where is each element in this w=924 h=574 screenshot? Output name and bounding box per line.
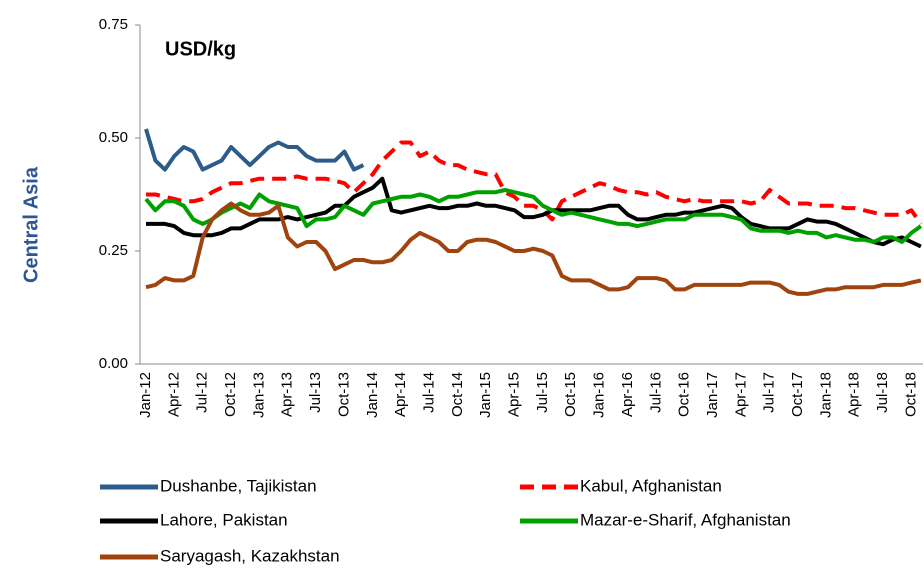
x-tick-label: Oct-17 [789, 372, 806, 417]
legend-label: Lahore, Pakistan [160, 510, 288, 529]
y-tick-label: 0.75 [99, 16, 128, 33]
x-tick-label: Jul-13 [307, 372, 324, 413]
series-line [144, 188, 923, 244]
x-tick-label: Apr-12 [165, 372, 182, 417]
x-tick-label: Apr-18 [846, 372, 863, 417]
x-tick-label: Oct-16 [676, 372, 693, 417]
y-tick-label: 0.25 [99, 242, 128, 259]
x-tick-label: Apr-17 [732, 372, 749, 417]
x-tick-label: Jan-16 [591, 372, 608, 418]
x-tick-label: Apr-15 [506, 372, 523, 417]
legend-label: Dushanbe, Tajikistan [160, 476, 317, 495]
legend-label: Mazar-e-Sharif, Afghanistan [580, 510, 791, 529]
x-tick-label: Jan-14 [364, 372, 381, 418]
x-tick-label: Apr-13 [279, 372, 296, 417]
x-tick-label: Jan-18 [817, 372, 834, 418]
x-tick-label: Oct-18 [902, 372, 919, 417]
x-tick-label: Oct-13 [335, 372, 352, 417]
unit-annotation: USD/kg [165, 38, 236, 60]
x-tick-label: Jul-17 [761, 372, 778, 413]
x-tick-label: Apr-14 [392, 372, 409, 417]
series-line [146, 140, 923, 226]
legend-label: Kabul, Afghanistan [580, 476, 722, 495]
x-tick-label: Oct-15 [562, 372, 579, 417]
x-tick-label: Jul-14 [420, 372, 437, 413]
x-tick-label: Jul-12 [194, 372, 211, 413]
series-line [144, 128, 365, 172]
x-tick-label: Jan-15 [477, 372, 494, 418]
x-tick-label: Jan-17 [704, 372, 721, 418]
series-line [146, 176, 922, 249]
y-tick-label: 0.00 [99, 355, 128, 372]
x-tick-label: Oct-12 [222, 372, 239, 417]
series-line [145, 201, 922, 296]
x-tick-label: Oct-14 [449, 372, 466, 417]
x-tick-label: Jul-16 [647, 372, 664, 413]
x-tick-label: Jul-15 [534, 372, 551, 413]
legend-label: Saryagash, Kazakhstan [160, 546, 340, 565]
x-tick-label: Jul-18 [874, 372, 891, 413]
x-tick-label: Apr-16 [619, 372, 636, 417]
y-axis-label: Central Asia [20, 166, 42, 283]
y-tick-label: 0.50 [99, 129, 128, 146]
x-tick-label: Jan-13 [250, 372, 267, 418]
x-tick-label: Jan-12 [137, 372, 154, 418]
